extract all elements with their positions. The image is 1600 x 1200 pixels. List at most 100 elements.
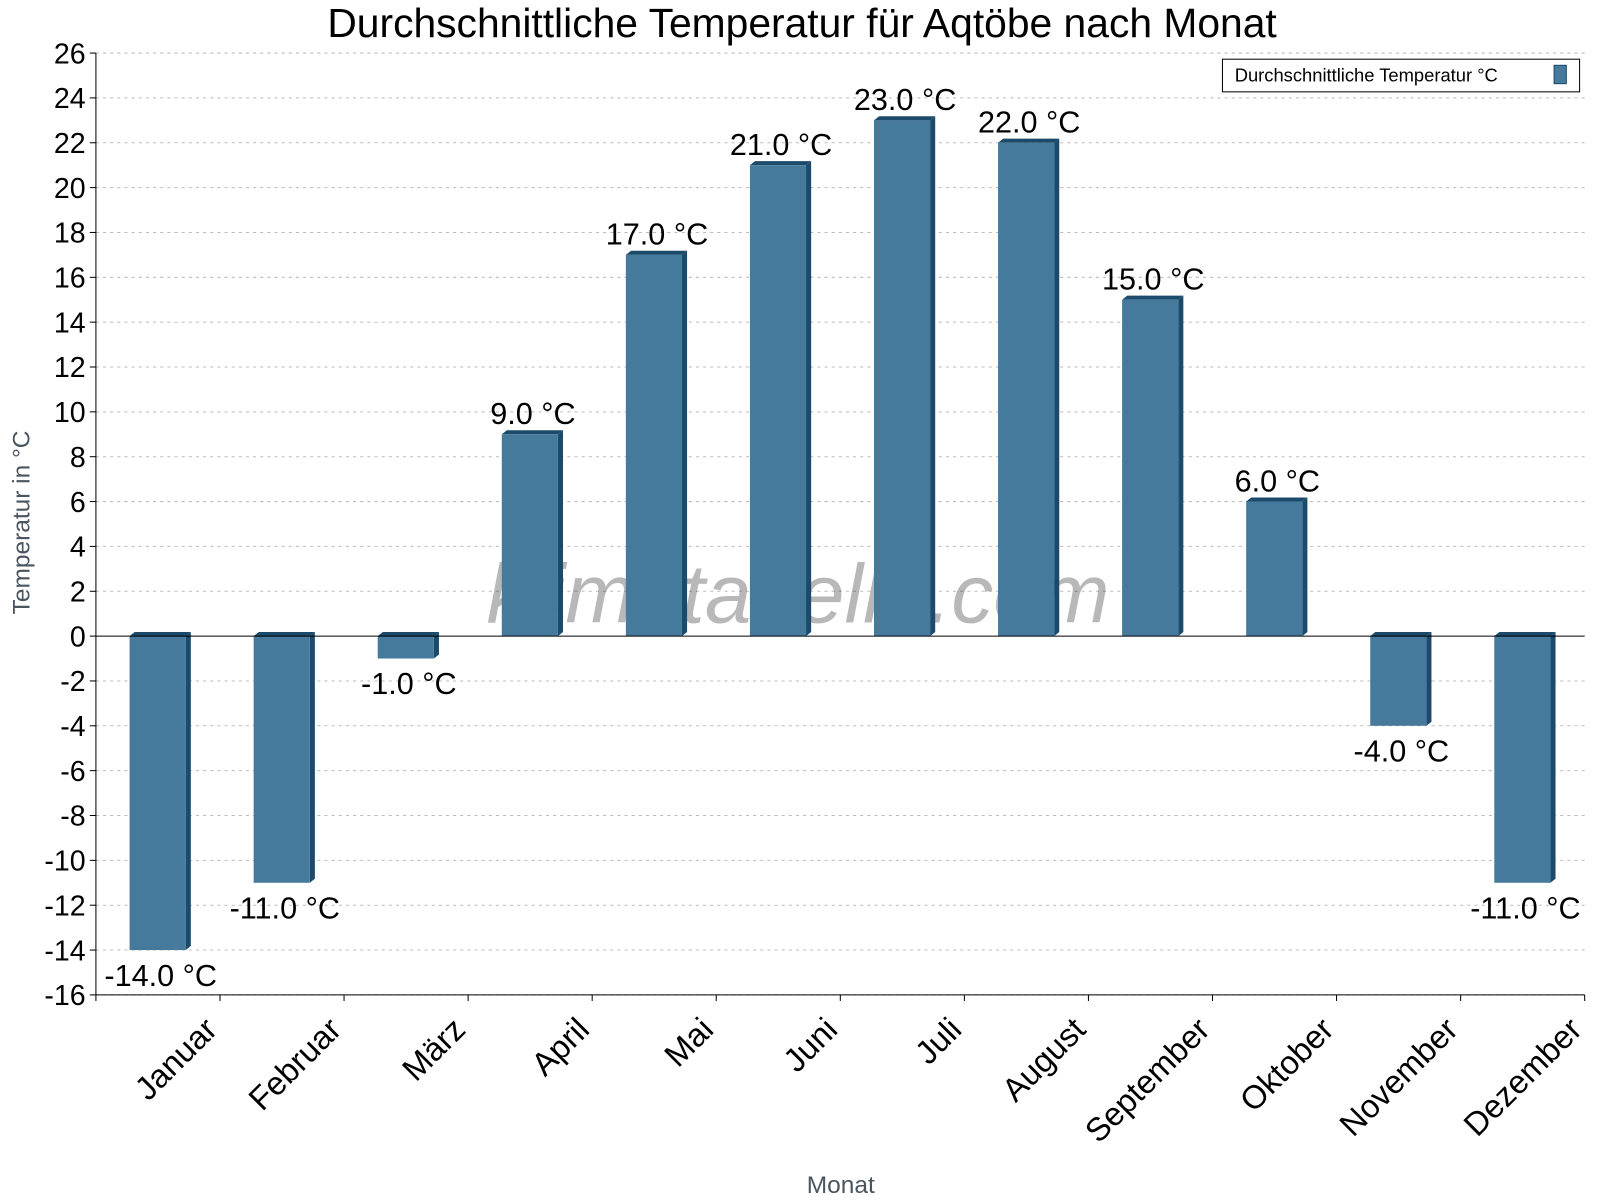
bar-top xyxy=(1370,632,1432,637)
bar xyxy=(1246,501,1303,637)
bar xyxy=(377,636,434,659)
bar-top xyxy=(1494,632,1556,637)
bar xyxy=(1494,636,1551,883)
legend-box xyxy=(1221,58,1581,93)
y-tick-label: 0 xyxy=(70,621,86,653)
y-tick-label: 22 xyxy=(54,128,86,160)
x-tick-label: Mai xyxy=(657,1010,720,1073)
data-label: 21.0 °C xyxy=(730,128,832,162)
bar xyxy=(625,254,682,637)
y-tick-label: 16 xyxy=(54,263,86,295)
y-tick-label: 8 xyxy=(70,442,86,474)
bar-group xyxy=(377,632,439,659)
x-tick-label: Dezember xyxy=(1456,1010,1589,1143)
bars: -14.0 °C -11.0 °C -1.0 °C 9.0 °C 17.0 °C 21.0… xyxy=(104,83,1580,993)
legend-swatch xyxy=(1553,64,1567,85)
data-label: 9.0 °C xyxy=(490,397,575,431)
bar xyxy=(501,434,558,637)
bar-top xyxy=(377,632,439,637)
bar xyxy=(873,120,931,637)
bar xyxy=(129,636,186,951)
y-tick-label: 26 xyxy=(54,38,86,70)
x-tick-label: August xyxy=(994,1010,1092,1108)
y-tick-label: -6 xyxy=(60,756,85,788)
y-tick-label: 4 xyxy=(70,532,86,564)
data-label: 22.0 °C xyxy=(978,106,1080,140)
y-tick-label: 18 xyxy=(54,218,86,250)
bar-side xyxy=(433,632,439,659)
bar-top xyxy=(1246,497,1308,502)
bar-side xyxy=(557,430,564,637)
x-tick-label: September xyxy=(1077,1010,1216,1149)
x-tick-label: Februar xyxy=(241,1010,348,1117)
y-tick-label: 12 xyxy=(54,352,86,384)
bar-group xyxy=(1494,632,1556,883)
bar-group xyxy=(1370,632,1432,726)
x-tick-label: November xyxy=(1332,1010,1465,1143)
bar-side xyxy=(185,632,191,951)
bar-side xyxy=(1302,497,1308,637)
y-tick-label: -12 xyxy=(44,890,85,922)
y-tick-label: 14 xyxy=(54,307,86,339)
bar xyxy=(253,636,310,883)
x-tick-label: März xyxy=(395,1010,472,1087)
bar-top xyxy=(253,632,315,637)
chart-title: Durchschnittliche Temperatur für Aqtöbe … xyxy=(327,0,1277,46)
data-label: 6.0 °C xyxy=(1235,464,1320,498)
bar-side xyxy=(806,161,812,637)
y-tick-label: -8 xyxy=(60,801,85,833)
bar-top xyxy=(129,632,191,637)
x-tick-label: Juli xyxy=(908,1010,969,1071)
y-tick-label: -10 xyxy=(44,846,85,878)
data-label: -11.0 °C xyxy=(230,891,340,925)
bar-side xyxy=(1426,632,1432,726)
x-tick-label: Oktober xyxy=(1232,1010,1340,1118)
bar-side xyxy=(1550,632,1556,883)
bar-group xyxy=(998,138,1060,637)
bar-side xyxy=(930,116,936,637)
bar-top xyxy=(749,161,812,166)
data-label: -1.0 °C xyxy=(361,667,457,701)
bar-group xyxy=(625,250,688,637)
x-tick-label: Juni xyxy=(776,1010,845,1079)
bar-side xyxy=(309,632,315,883)
data-label: 23.0 °C xyxy=(854,83,956,117)
x-axis-title: Monat xyxy=(807,1172,875,1199)
data-label: 15.0 °C xyxy=(1102,263,1204,297)
bar-group xyxy=(1122,295,1184,637)
legend-label: Durchschnittliche Temperatur °C xyxy=(1235,65,1498,86)
bar-top xyxy=(625,250,688,255)
y-tick-label: 10 xyxy=(54,397,86,429)
data-label: -14.0 °C xyxy=(104,959,217,993)
bar-group xyxy=(749,161,812,637)
gridlines xyxy=(95,52,1585,996)
data-label: -11.0 °C xyxy=(1470,891,1580,925)
bar-top xyxy=(501,430,564,435)
bar xyxy=(1122,299,1179,637)
y-tick-label: -2 xyxy=(60,666,85,698)
bar-group xyxy=(253,632,315,883)
bar-top xyxy=(998,138,1060,143)
y-tick-label: 2 xyxy=(70,576,86,608)
bar-side xyxy=(1054,138,1060,637)
bar-side xyxy=(681,250,688,637)
bar-group xyxy=(873,116,936,637)
bar-top xyxy=(1122,295,1184,300)
y-tick-label: -14 xyxy=(44,935,85,967)
bar xyxy=(998,142,1055,637)
bar-top xyxy=(873,116,936,121)
y-tick-label: 24 xyxy=(54,83,86,115)
bar xyxy=(749,165,807,637)
legend: Durchschnittliche Temperatur °C xyxy=(1221,58,1581,93)
y-axis-title: Temperatur in °C xyxy=(9,431,36,615)
data-label: -4.0 °C xyxy=(1354,735,1450,769)
x-tick-label: April xyxy=(524,1010,596,1082)
bar-group xyxy=(129,632,191,951)
y-tick-label: -4 xyxy=(60,711,86,743)
bar-side xyxy=(1178,295,1184,637)
y-tick-label: -16 xyxy=(44,980,85,1012)
bar-group xyxy=(1246,497,1308,637)
data-label: 17.0 °C xyxy=(606,218,708,252)
bar xyxy=(1370,636,1427,726)
